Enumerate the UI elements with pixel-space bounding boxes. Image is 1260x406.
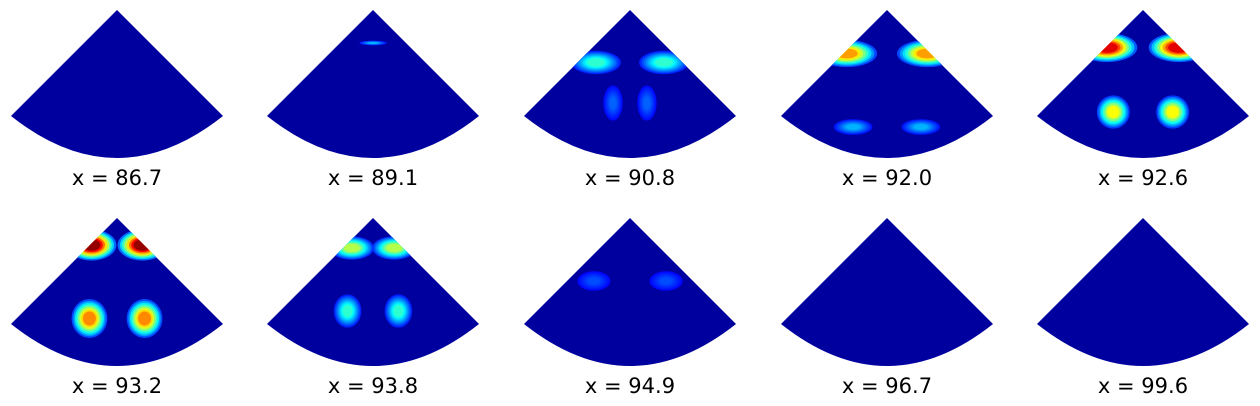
panel-label: x = 99.6 [1098,374,1188,398]
contour-level [368,42,378,44]
contour-layer [359,40,387,46]
sector-background [11,218,223,366]
contour-level [342,305,353,317]
contour-level [913,124,928,130]
contour-level [82,239,101,251]
sector-background [781,218,993,366]
panel-label: x = 90.8 [585,166,675,190]
contour-level [1168,42,1190,53]
heatmap-panel: x = 93.2 [11,218,223,398]
contour-level [82,311,96,326]
contour-level [835,48,858,59]
contour-level [643,96,651,110]
sector-background [1037,10,1249,158]
contour-level [609,96,617,110]
contour-level [1096,42,1118,53]
contour-level [846,124,861,130]
contour-level [1166,106,1179,118]
sector-background [1037,218,1249,366]
contour-level [393,305,404,317]
heatmap-panel: x = 94.9 [524,218,736,398]
contour-level [587,58,606,67]
contour-level [133,239,152,251]
panel-label: x = 92.6 [1098,166,1188,190]
panel-label: x = 92.0 [842,166,932,190]
contour-level [654,58,673,67]
panel-label: x = 93.2 [72,374,162,398]
contour-level [1107,106,1120,118]
contour-layer [571,50,689,121]
panel-label: x = 93.8 [328,374,418,398]
sector-background [524,218,736,366]
contour-level [343,243,360,253]
contour-layer [577,271,683,291]
sector-background [11,10,223,158]
heatmap-panel: x = 86.7 [11,10,223,190]
contour-level [386,243,403,253]
sector-background [781,10,993,158]
contour-level [138,311,152,326]
heatmap-panel: x = 93.8 [267,218,479,398]
contour-level [660,277,673,285]
heatmap-panel: x = 96.7 [781,218,993,398]
contour-level [587,277,600,285]
sector-background [524,10,736,158]
panels-group: x = 86.7 x = 89.1 x = 90.8 x = 92.0 x = 92.6… [11,10,1249,398]
heatmap-panel: x = 92.0 [781,10,993,190]
sector-background [267,218,479,366]
panel-label: x = 94.9 [585,374,675,398]
panel-label: x = 89.1 [328,166,418,190]
heatmap-panel: x = 99.6 [1037,218,1249,398]
heatmap-panel: x = 90.8 [524,10,736,190]
heatmap-panel: x = 92.6 [1037,10,1249,190]
heatmap-panel: x = 89.1 [267,10,479,190]
sector-background [267,10,479,158]
panel-label: x = 96.7 [842,374,932,398]
panel-label: x = 86.7 [72,166,162,190]
contour-level [916,48,939,59]
